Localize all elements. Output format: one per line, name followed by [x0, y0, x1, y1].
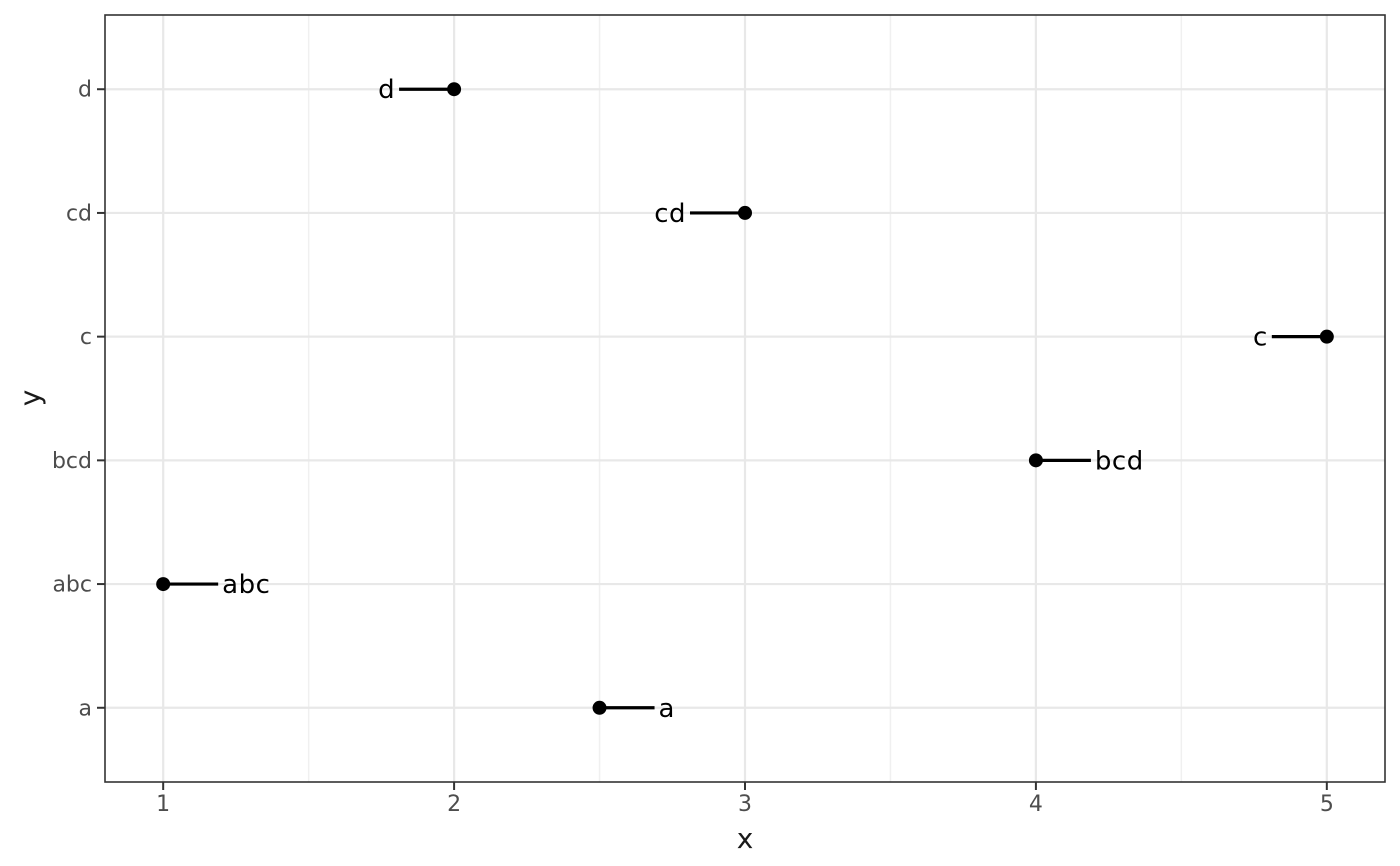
- y-tick-label: a: [79, 696, 92, 721]
- data-point-label: d: [378, 75, 395, 105]
- x-tick-label: 1: [156, 792, 170, 817]
- y-tick-label: cd: [66, 201, 92, 226]
- x-tick-label: 4: [1029, 792, 1043, 817]
- data-point-label: bcd: [1095, 446, 1144, 476]
- data-point-label: abc: [222, 570, 270, 600]
- data-point: [156, 577, 171, 592]
- data-point: [1319, 329, 1334, 344]
- data-point-label: cd: [654, 199, 686, 229]
- y-tick-label: bcd: [52, 449, 92, 474]
- x-axis-title: x: [736, 822, 754, 855]
- data-point: [447, 82, 462, 97]
- data-point: [1028, 453, 1043, 468]
- y-tick-label: c: [80, 325, 92, 350]
- y-tick-label: d: [78, 78, 92, 103]
- x-tick-label: 2: [447, 792, 461, 817]
- x-tick-label: 5: [1320, 792, 1334, 817]
- x-tick-label: 3: [738, 792, 752, 817]
- data-point-label: a: [659, 694, 675, 724]
- y-axis-title: y: [13, 389, 47, 407]
- data-point: [592, 700, 607, 715]
- data-point: [738, 205, 752, 220]
- data-point-label: c: [1253, 323, 1268, 353]
- y-tick-label: abc: [52, 573, 92, 598]
